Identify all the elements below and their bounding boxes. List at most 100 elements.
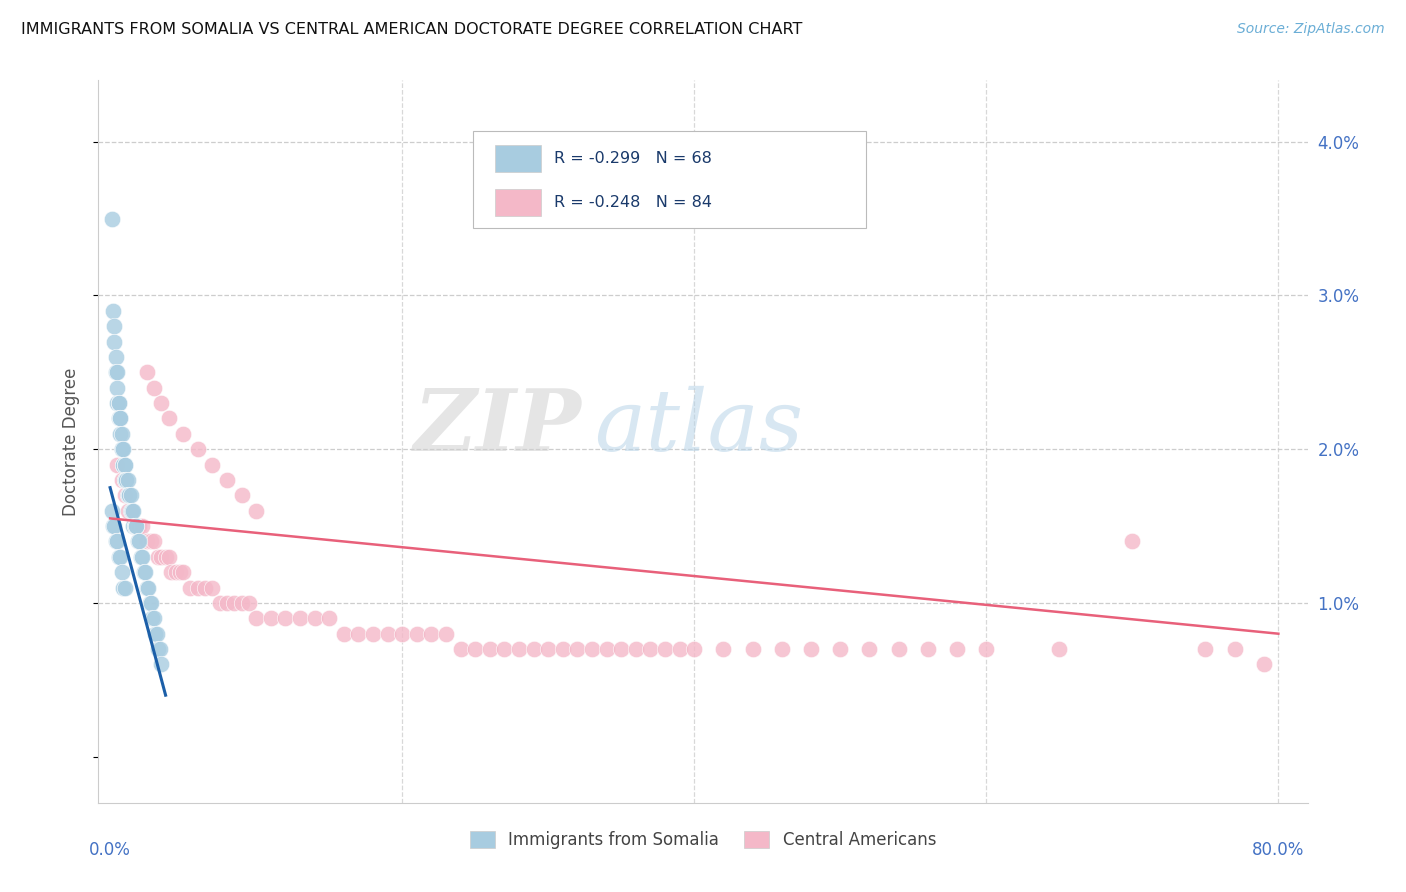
Point bbox=[567, 642, 589, 657]
Point bbox=[361, 626, 384, 640]
Point bbox=[132, 565, 155, 579]
Point bbox=[1223, 642, 1246, 657]
Point bbox=[127, 534, 149, 549]
Point bbox=[115, 473, 138, 487]
Point bbox=[108, 549, 131, 564]
Point bbox=[770, 642, 793, 657]
Point bbox=[125, 519, 148, 533]
Point bbox=[946, 642, 969, 657]
Point bbox=[107, 365, 129, 379]
Point bbox=[523, 642, 546, 657]
Point bbox=[111, 442, 134, 457]
Point bbox=[683, 642, 706, 657]
Point bbox=[142, 381, 165, 395]
Point bbox=[581, 642, 603, 657]
Point bbox=[1121, 534, 1143, 549]
Point bbox=[405, 626, 427, 640]
Point bbox=[172, 565, 194, 579]
Point bbox=[231, 488, 253, 502]
Point bbox=[551, 642, 574, 657]
Point bbox=[304, 611, 326, 625]
Point bbox=[160, 565, 183, 579]
Point bbox=[122, 504, 145, 518]
Point bbox=[107, 381, 129, 395]
Point bbox=[478, 642, 501, 657]
Point bbox=[858, 642, 880, 657]
Point bbox=[148, 642, 170, 657]
Point bbox=[128, 534, 150, 549]
Point bbox=[139, 534, 162, 549]
Point bbox=[800, 642, 823, 657]
Point bbox=[179, 581, 201, 595]
Point bbox=[108, 396, 131, 410]
Point bbox=[135, 581, 157, 595]
Point bbox=[124, 519, 146, 533]
Point bbox=[157, 549, 180, 564]
Bar bbox=[495, 145, 541, 172]
Point bbox=[118, 488, 141, 502]
Point bbox=[125, 519, 148, 533]
Point bbox=[231, 596, 253, 610]
Text: Source: ZipAtlas.com: Source: ZipAtlas.com bbox=[1237, 22, 1385, 37]
Point bbox=[149, 642, 172, 657]
Point bbox=[595, 642, 617, 657]
Point bbox=[146, 626, 169, 640]
Point bbox=[111, 426, 134, 441]
Text: ZIP: ZIP bbox=[415, 385, 582, 469]
Text: IMMIGRANTS FROM SOMALIA VS CENTRAL AMERICAN DOCTORATE DEGREE CORRELATION CHART: IMMIGRANTS FROM SOMALIA VS CENTRAL AMERI… bbox=[21, 22, 803, 37]
Point bbox=[654, 642, 676, 657]
Point bbox=[194, 581, 217, 595]
Point bbox=[139, 596, 162, 610]
Point bbox=[110, 411, 132, 425]
Point bbox=[208, 596, 231, 610]
FancyBboxPatch shape bbox=[474, 131, 866, 228]
Point bbox=[142, 611, 165, 625]
Point bbox=[112, 442, 135, 457]
Point bbox=[260, 611, 283, 625]
Point bbox=[537, 642, 560, 657]
Point bbox=[142, 534, 165, 549]
Point bbox=[108, 411, 131, 425]
Point bbox=[103, 334, 125, 349]
Point bbox=[111, 442, 134, 457]
Point bbox=[148, 549, 170, 564]
Point bbox=[201, 581, 224, 595]
Point bbox=[122, 519, 145, 533]
Point bbox=[117, 504, 139, 518]
Point bbox=[640, 642, 662, 657]
Point bbox=[150, 549, 173, 564]
Point bbox=[187, 442, 209, 457]
Point bbox=[245, 611, 267, 625]
Text: atlas: atlas bbox=[595, 385, 803, 468]
Point bbox=[101, 519, 124, 533]
Point bbox=[138, 596, 160, 610]
Point bbox=[434, 626, 457, 640]
Point bbox=[118, 488, 141, 502]
Point bbox=[121, 504, 143, 518]
Point bbox=[172, 426, 194, 441]
Point bbox=[100, 504, 122, 518]
Point bbox=[110, 411, 132, 425]
Point bbox=[104, 365, 127, 379]
Legend: Immigrants from Somalia, Central Americans: Immigrants from Somalia, Central America… bbox=[464, 824, 942, 856]
Point bbox=[120, 488, 142, 502]
Point bbox=[610, 642, 633, 657]
Text: R = -0.248   N = 84: R = -0.248 N = 84 bbox=[554, 194, 713, 210]
Point bbox=[391, 626, 413, 640]
Point bbox=[494, 642, 516, 657]
Point bbox=[112, 581, 135, 595]
Point bbox=[103, 519, 125, 533]
Point bbox=[150, 657, 173, 672]
Text: 0.0%: 0.0% bbox=[89, 841, 131, 859]
Point bbox=[104, 350, 127, 364]
Point bbox=[238, 596, 260, 610]
Point bbox=[136, 581, 159, 595]
Point bbox=[128, 519, 150, 533]
Point bbox=[131, 519, 153, 533]
Point bbox=[155, 549, 177, 564]
Point bbox=[114, 488, 136, 502]
Point bbox=[114, 473, 136, 487]
Point bbox=[668, 642, 690, 657]
Point bbox=[141, 611, 163, 625]
Point bbox=[201, 458, 224, 472]
